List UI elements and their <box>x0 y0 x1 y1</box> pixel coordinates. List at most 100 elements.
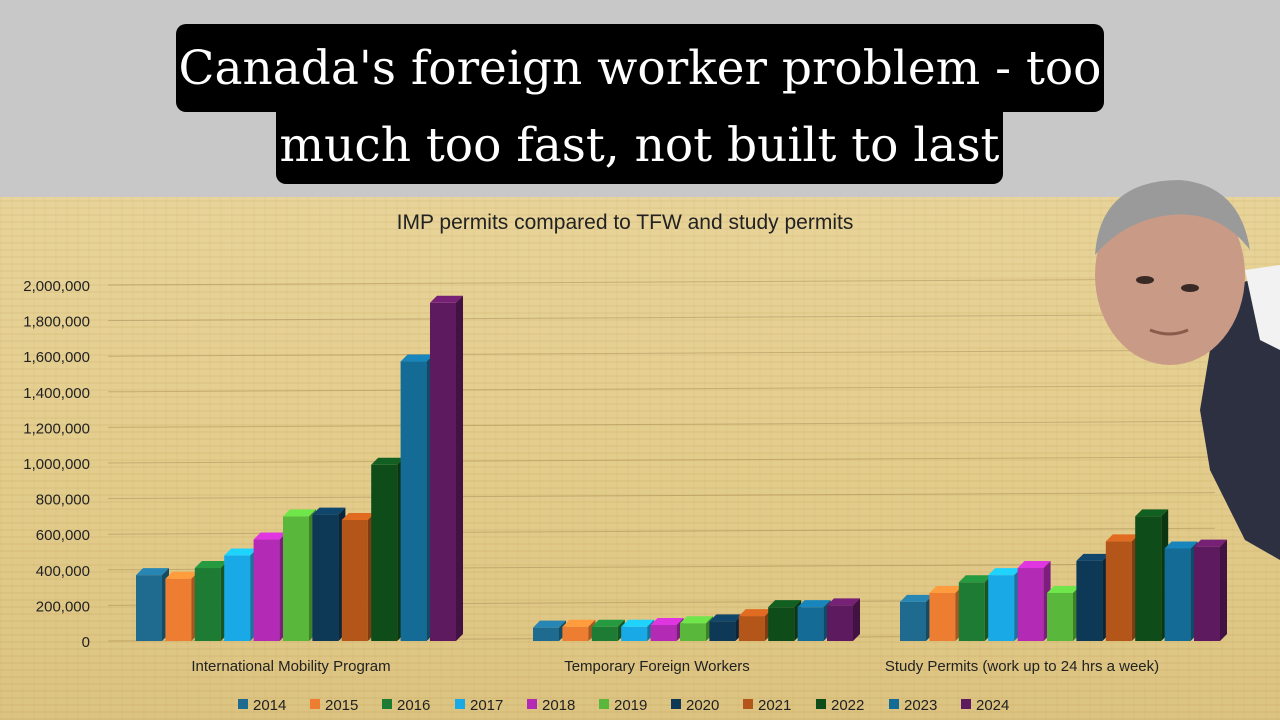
bar-top <box>312 507 346 515</box>
bar-front <box>768 607 795 641</box>
bar-top <box>341 512 375 520</box>
bar-front <box>738 616 765 641</box>
legend-swatch <box>671 699 681 709</box>
bar-0-2021 <box>341 512 375 641</box>
legend-label: 2015 <box>325 697 358 714</box>
bar-1-2021 <box>738 609 772 641</box>
hair-shape <box>1095 180 1250 255</box>
bar-top <box>533 620 566 628</box>
bar-front <box>400 361 427 641</box>
gridlines <box>107 278 1216 642</box>
legend-item-2016: 2016 <box>382 697 430 714</box>
bar-2-2014 <box>900 594 933 641</box>
bar-side <box>853 598 860 641</box>
gridline <box>107 420 1216 428</box>
bar-top <box>797 600 831 608</box>
bar-front <box>430 302 456 641</box>
legend-swatch <box>889 699 899 709</box>
y-tick-label: 600,000 <box>36 527 90 544</box>
legend-label: 2023 <box>904 697 937 714</box>
legend-item-2023: 2023 <box>889 697 937 714</box>
bar-front <box>1105 541 1132 641</box>
presenter-photo <box>1095 180 1280 560</box>
bar-front <box>1194 546 1220 641</box>
gridline <box>107 492 1216 500</box>
bar-front <box>533 627 559 641</box>
bar-front <box>194 568 221 641</box>
bar-top <box>283 509 316 517</box>
bar-front <box>591 626 618 641</box>
bar-front <box>1047 592 1073 641</box>
bar-top <box>768 600 802 608</box>
legend-label: 2022 <box>831 697 864 714</box>
y-tick-label: 200,000 <box>36 598 90 615</box>
bar-1-2023 <box>797 600 831 641</box>
headline-line-2: much too fast, not built to last <box>276 106 1003 184</box>
gridline <box>107 349 1216 357</box>
y-tick-label: 2,000,000 <box>23 278 90 295</box>
legend-swatch <box>238 699 248 709</box>
bar-front <box>709 621 736 641</box>
bar-top <box>371 457 405 465</box>
bar-front <box>650 624 677 641</box>
bar-top <box>224 548 258 556</box>
y-tick-label: 400,000 <box>36 563 90 580</box>
bar-top <box>165 571 199 579</box>
bar-0-2023 <box>400 354 434 641</box>
bar-front <box>680 623 706 641</box>
bar-1-2015 <box>562 619 596 641</box>
bar-top <box>136 568 169 576</box>
bar-2-2024 <box>1194 539 1227 641</box>
bar-1-2024 <box>827 598 860 641</box>
gridline <box>107 314 1216 322</box>
bar-0-2020 <box>312 507 346 641</box>
bar-2-2017 <box>988 568 1022 641</box>
legend-item-2020: 2020 <box>671 697 719 714</box>
y-tick-label: 1,600,000 <box>23 349 90 366</box>
bar-0-2015 <box>165 571 199 641</box>
legend-item-2015: 2015 <box>310 697 358 714</box>
legend-swatch <box>310 699 320 709</box>
legend-item-2019: 2019 <box>599 697 647 714</box>
headline-text-2: much too fast, not built to last <box>279 117 1000 173</box>
bar-top <box>194 561 228 569</box>
bar-top <box>1047 585 1080 593</box>
x-tick-label: Temporary Foreign Workers <box>564 658 750 675</box>
legend-label: 2014 <box>253 697 286 714</box>
x-tick-label: Study Permits (work up to 24 hrs a week) <box>885 658 1159 675</box>
legend-swatch <box>743 699 753 709</box>
bar-top <box>709 614 743 622</box>
headline-text-1: Canada's foreign worker problem - too <box>178 40 1102 96</box>
bar-1-2019 <box>680 616 713 641</box>
bar-1-2016 <box>591 619 625 641</box>
bar-top <box>988 568 1022 576</box>
bar-front <box>797 607 824 641</box>
legend-swatch <box>816 699 826 709</box>
gridline <box>107 456 1216 464</box>
bar-front <box>827 605 853 641</box>
legend-label: 2019 <box>614 697 647 714</box>
bar-front <box>341 519 368 641</box>
bar-1-2018 <box>650 617 684 641</box>
bar-chart: IMP permits compared to TFW and study pe… <box>23 211 1227 714</box>
legend-swatch <box>455 699 465 709</box>
bar-front <box>136 575 162 641</box>
legend-item-2014: 2014 <box>238 697 286 714</box>
bar-0-2024 <box>430 295 463 641</box>
bar-front <box>1076 560 1103 641</box>
bar-front <box>312 514 339 641</box>
bar-top <box>253 532 287 540</box>
headline-line-1: Canada's foreign worker problem - too <box>176 24 1104 112</box>
legend-item-2022: 2022 <box>816 697 864 714</box>
bar-top <box>827 598 860 606</box>
bar-front <box>165 578 192 641</box>
bar-front <box>900 601 926 641</box>
bar-top <box>1076 553 1110 561</box>
bar-2-2018 <box>1017 561 1051 641</box>
y-tick-label: 0 <box>82 634 90 651</box>
legend-swatch <box>382 699 392 709</box>
bar-0-2019 <box>283 509 316 641</box>
bar-top <box>929 585 963 593</box>
legend-item-2021: 2021 <box>743 697 791 714</box>
bar-front <box>253 539 280 641</box>
